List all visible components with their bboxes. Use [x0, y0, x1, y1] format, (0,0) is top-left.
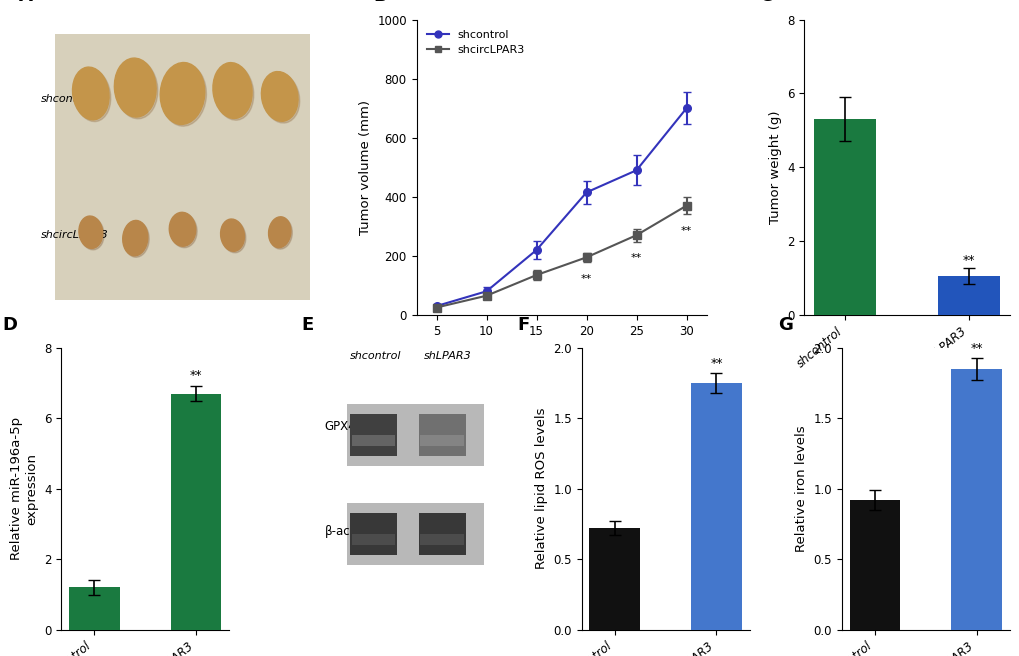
- Text: F: F: [518, 316, 530, 333]
- Text: A: A: [18, 0, 33, 5]
- Text: G: G: [777, 316, 792, 333]
- Ellipse shape: [270, 218, 292, 249]
- Text: **: **: [631, 253, 642, 264]
- Text: β-actin: β-actin: [324, 525, 366, 537]
- Text: shcontrol: shcontrol: [350, 351, 400, 361]
- FancyBboxPatch shape: [55, 35, 310, 300]
- Ellipse shape: [162, 64, 206, 126]
- Text: **: **: [709, 358, 722, 371]
- Bar: [691, 383, 741, 630]
- Text: E: E: [301, 316, 313, 333]
- Ellipse shape: [72, 67, 109, 120]
- Ellipse shape: [122, 220, 148, 256]
- Legend: shcontrol, shcircLPAR3: shcontrol, shcircLPAR3: [422, 25, 529, 60]
- Bar: [937, 276, 1000, 315]
- FancyBboxPatch shape: [350, 414, 396, 457]
- Ellipse shape: [222, 220, 246, 253]
- Text: **: **: [962, 254, 974, 266]
- Ellipse shape: [74, 69, 111, 121]
- Ellipse shape: [78, 216, 103, 249]
- FancyBboxPatch shape: [55, 35, 310, 300]
- Ellipse shape: [220, 219, 245, 251]
- FancyBboxPatch shape: [350, 513, 396, 555]
- Ellipse shape: [263, 73, 300, 123]
- Ellipse shape: [114, 58, 156, 117]
- Text: **: **: [190, 369, 202, 382]
- Text: D: D: [2, 316, 17, 333]
- FancyBboxPatch shape: [420, 534, 464, 545]
- Ellipse shape: [116, 60, 158, 119]
- Bar: [68, 588, 119, 630]
- FancyBboxPatch shape: [419, 414, 466, 457]
- Y-axis label: Relative miR-196a-5p
expression: Relative miR-196a-5p expression: [10, 417, 39, 560]
- Text: **: **: [581, 274, 592, 283]
- Y-axis label: Relative iron levels: Relative iron levels: [794, 425, 807, 552]
- Bar: [849, 500, 900, 630]
- Text: **: **: [681, 226, 692, 236]
- FancyBboxPatch shape: [419, 513, 466, 555]
- FancyBboxPatch shape: [346, 502, 484, 565]
- FancyBboxPatch shape: [420, 435, 464, 447]
- Ellipse shape: [213, 62, 252, 119]
- Ellipse shape: [261, 72, 298, 121]
- Text: **: **: [969, 342, 982, 355]
- Text: shLPAR3: shLPAR3: [423, 351, 471, 361]
- Text: shcircLPAR3: shcircLPAR3: [41, 230, 108, 240]
- Ellipse shape: [124, 222, 149, 257]
- FancyBboxPatch shape: [352, 534, 395, 545]
- Bar: [589, 528, 640, 630]
- Bar: [813, 119, 875, 315]
- Ellipse shape: [268, 216, 290, 248]
- Bar: [951, 369, 1002, 630]
- Ellipse shape: [160, 62, 205, 125]
- Ellipse shape: [169, 213, 196, 246]
- Text: C: C: [758, 0, 771, 5]
- Text: B: B: [373, 0, 386, 5]
- Ellipse shape: [170, 214, 197, 248]
- Y-axis label: Tumor volume (mm): Tumor volume (mm): [359, 100, 371, 235]
- Text: GPX4: GPX4: [324, 420, 356, 433]
- FancyBboxPatch shape: [352, 435, 395, 447]
- Y-axis label: Relative lipid ROS levels: Relative lipid ROS levels: [534, 408, 547, 569]
- Bar: [170, 394, 221, 630]
- Text: shcontrol: shcontrol: [41, 94, 92, 104]
- Y-axis label: Tumor weight (g): Tumor weight (g): [768, 110, 781, 224]
- FancyBboxPatch shape: [346, 404, 484, 466]
- Ellipse shape: [214, 64, 254, 120]
- Ellipse shape: [81, 218, 104, 250]
